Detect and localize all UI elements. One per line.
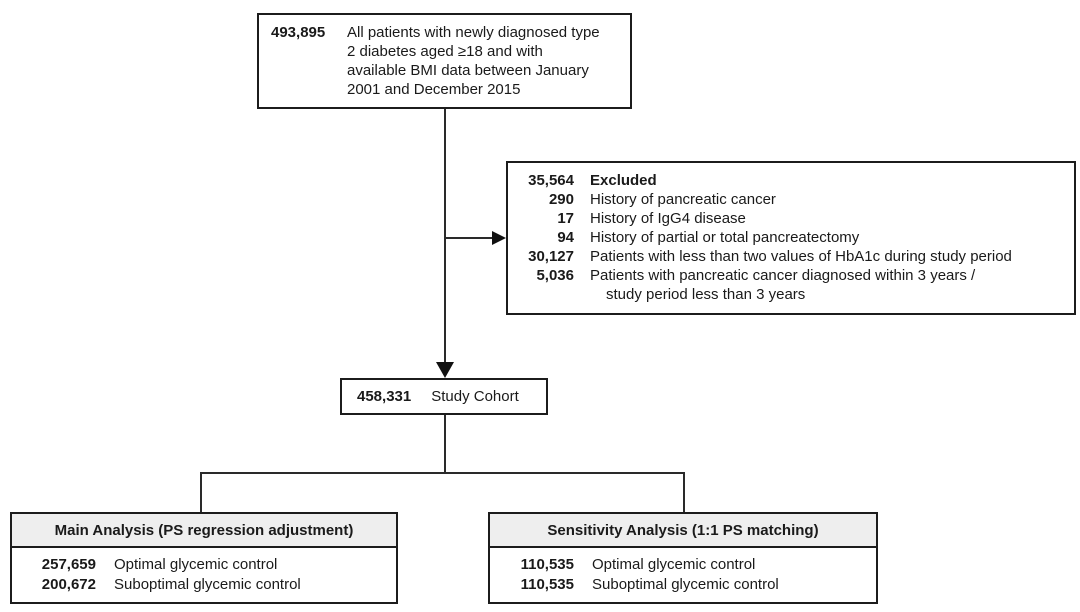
excluded-box: 35,564 Excluded 290 History of pancreati… <box>506 161 1076 315</box>
analysis-row-count: 200,672 <box>41 576 96 593</box>
study-cohort-box: 458,331 Study Cohort <box>340 378 548 415</box>
analysis-row-count: 257,659 <box>41 556 96 573</box>
connector-split-horizontal <box>200 472 685 474</box>
main-analysis-body: 257,659 Optimal glycemic control 200,672… <box>12 548 396 595</box>
main-analysis-box: Main Analysis (PS regression adjustment)… <box>10 512 398 604</box>
sensitivity-analysis-body: 110,535 Optimal glycemic control 110,535… <box>490 548 876 595</box>
excluded-count: 35,564 <box>528 172 574 189</box>
initial-cohort-label: All patients with newly diagnosed type 2… <box>347 24 600 98</box>
excluded-item-label: History of pancreatic cancer <box>590 191 776 208</box>
analysis-row: 110,535 Optimal glycemic control <box>490 555 876 575</box>
initial-cohort-count: 493,895 <box>271 24 326 41</box>
excluded-item-count: 5,036 <box>536 267 574 284</box>
excluded-item-label-continuation: study period less than 3 years <box>606 286 806 303</box>
main-analysis-title: Main Analysis (PS regression adjustment) <box>12 514 396 548</box>
excluded-item-count: 30,127 <box>528 248 574 265</box>
analysis-row-count: 110,535 <box>520 556 574 573</box>
analysis-row-label: Optimal glycemic control <box>114 556 278 573</box>
connector-top-to-cohort <box>444 109 446 363</box>
connector-split-to-sensitivity <box>683 472 685 512</box>
excluded-item-label: Patients with less than two values of Hb… <box>590 248 1012 265</box>
initial-cohort-box: 493,895 All patients with newly diagnose… <box>257 13 632 109</box>
excluded-item-count: 17 <box>557 210 574 227</box>
excluded-item-label: History of partial or total pancreatecto… <box>590 229 860 246</box>
excluded-header-row: 35,564 Excluded <box>508 171 1064 190</box>
excluded-item-row: 94 History of partial or total pancreate… <box>508 228 1064 247</box>
excluded-item-count: 94 <box>557 229 574 246</box>
excluded-item-row: 30,127 Patients with less than two value… <box>508 247 1064 266</box>
excluded-item-label: Patients with pancreatic cancer diagnose… <box>590 267 976 284</box>
study-cohort-count: 458,331 <box>357 388 412 405</box>
study-cohort-label: Study Cohort <box>431 388 519 405</box>
connector-branch-to-excluded <box>445 237 492 239</box>
analysis-row-label: Suboptimal glycemic control <box>114 576 301 593</box>
sensitivity-analysis-box: Sensitivity Analysis (1:1 PS matching) 1… <box>488 512 878 604</box>
excluded-item-row: 17 History of IgG4 disease <box>508 209 1064 228</box>
analysis-row-count: 110,535 <box>520 576 574 593</box>
excluded-item-row-continuation: study period less than 3 years <box>508 285 1064 304</box>
analysis-row: 257,659 Optimal glycemic control <box>12 555 396 575</box>
excluded-item-row: 5,036 Patients with pancreatic cancer di… <box>508 266 1064 285</box>
analysis-row-label: Suboptimal glycemic control <box>592 576 779 593</box>
excluded-item-row: 290 History of pancreatic cancer <box>508 190 1064 209</box>
connector-cohort-to-split <box>444 415 446 473</box>
analysis-row: 110,535 Suboptimal glycemic control <box>490 575 876 595</box>
analysis-row: 200,672 Suboptimal glycemic control <box>12 575 396 595</box>
excluded-title: Excluded <box>590 172 657 189</box>
excluded-item-label: History of IgG4 disease <box>590 210 746 227</box>
connector-split-to-main <box>200 472 202 512</box>
arrow-down-icon <box>436 362 454 378</box>
sensitivity-analysis-title: Sensitivity Analysis (1:1 PS matching) <box>490 514 876 548</box>
analysis-row-label: Optimal glycemic control <box>592 556 756 573</box>
excluded-item-count: 290 <box>548 191 574 208</box>
arrow-right-icon <box>492 231 506 245</box>
